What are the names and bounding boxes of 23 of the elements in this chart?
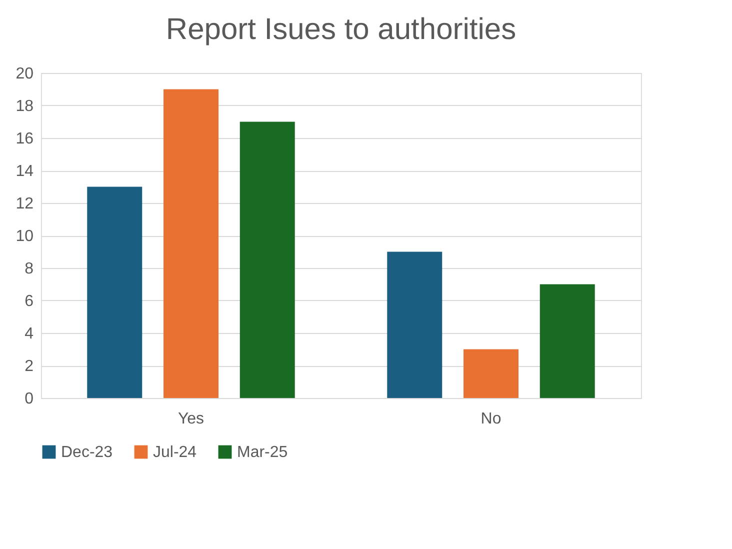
bar: [164, 89, 218, 398]
y-tick-label: 2: [24, 358, 34, 375]
y-tick-label: 18: [16, 98, 34, 115]
y-tick-label: 14: [16, 163, 34, 180]
y-tick-label: 8: [24, 260, 34, 278]
y-tick-label: 0: [24, 390, 34, 408]
y-tick-label: 10: [16, 228, 34, 245]
bar: [540, 284, 595, 398]
x-tick-label: Yes: [178, 410, 204, 428]
y-tick-label: 16: [16, 130, 34, 148]
bar: [87, 186, 142, 398]
legend-label: Jul-24: [153, 444, 197, 461]
chart-title: Report Isues to authorities: [166, 13, 516, 46]
y-tick-label: 4: [24, 326, 34, 342]
y-tick-label: 6: [24, 293, 34, 310]
bar: [464, 349, 518, 398]
legend-label: Dec-23: [61, 444, 113, 461]
y-tick-label: 20: [16, 66, 34, 82]
legend-label: Mar-25: [237, 444, 288, 461]
bar: [240, 122, 295, 398]
bar: [387, 252, 442, 398]
x-tick-label: No: [480, 410, 502, 428]
y-tick-label: 12: [16, 196, 34, 212]
